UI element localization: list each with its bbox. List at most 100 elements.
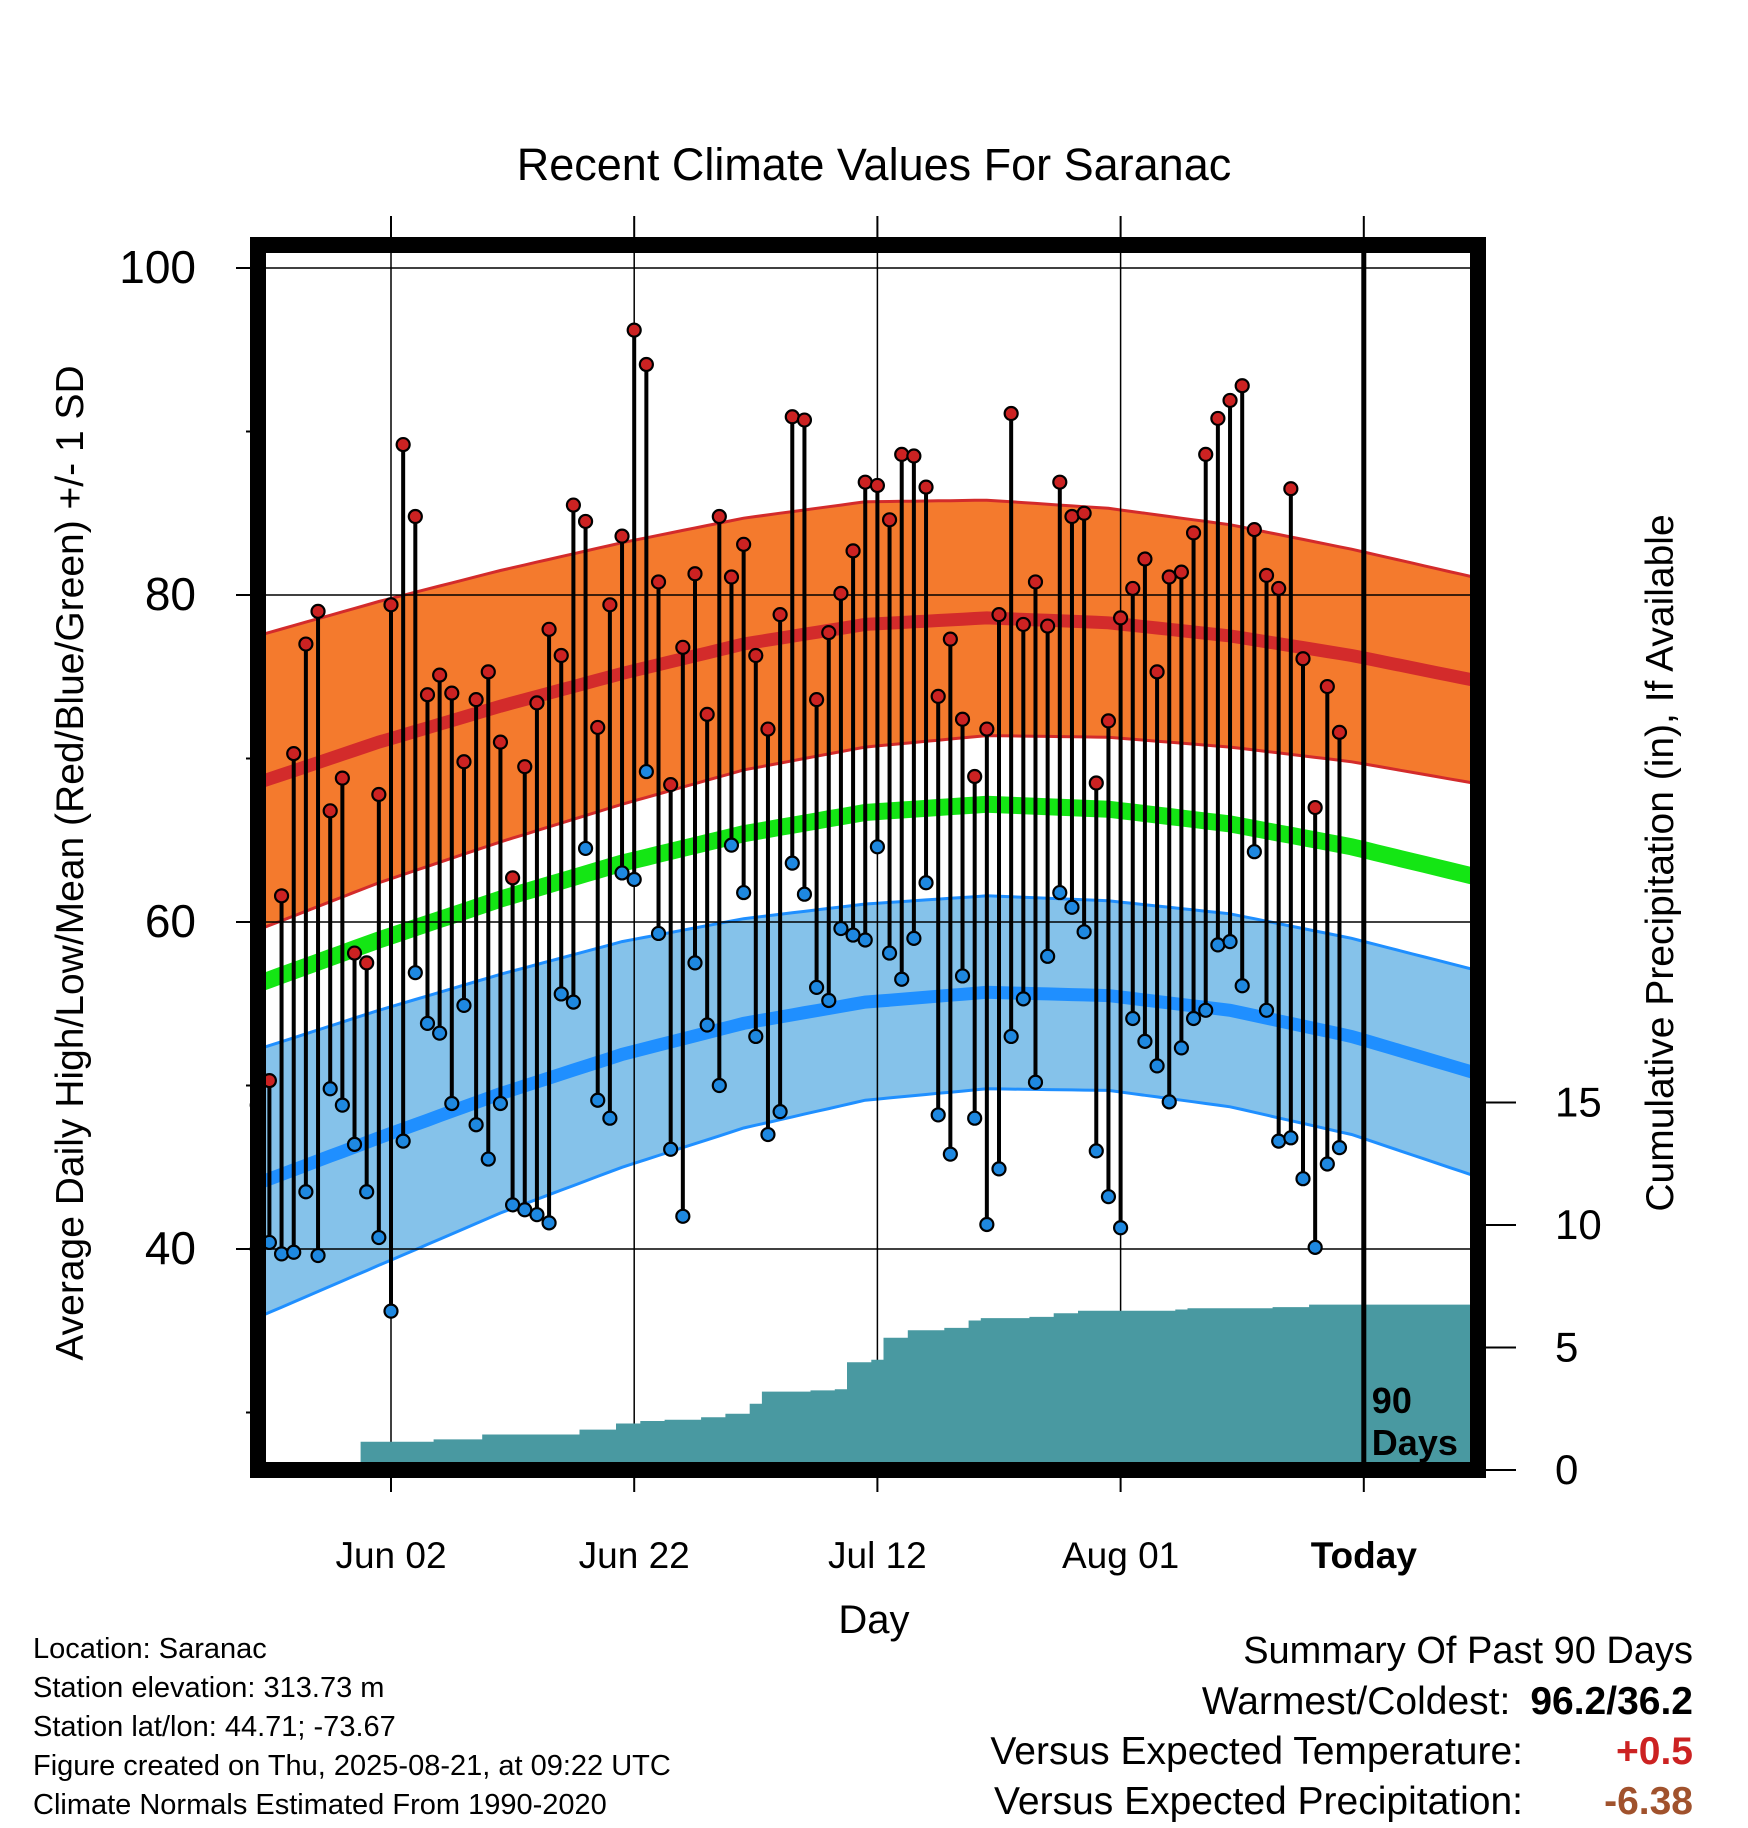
chart-title: Recent Climate Values For Saranac bbox=[517, 139, 1232, 190]
low-point-day-80 bbox=[1222, 934, 1238, 950]
high-point-day-85 bbox=[1283, 481, 1299, 497]
low-point-day-78 bbox=[1198, 1002, 1214, 1018]
high-point-day-5 bbox=[310, 603, 326, 619]
high-point-day-9 bbox=[359, 955, 375, 971]
temp-departure-label: Versus Expected Temperature: bbox=[990, 1730, 1523, 1773]
high-point-day-34 bbox=[663, 777, 679, 793]
low-point-day-70 bbox=[1100, 1189, 1117, 1205]
high-point-day-46 bbox=[808, 692, 825, 708]
low-point-day-54 bbox=[906, 930, 922, 946]
low-point-day-18 bbox=[468, 1117, 484, 1133]
high-point-day-4 bbox=[298, 636, 314, 652]
low-point-day-64 bbox=[1027, 1074, 1044, 1090]
low-point-day-61 bbox=[991, 1161, 1007, 1177]
high-point-day-26 bbox=[565, 497, 582, 513]
low-point-day-42 bbox=[760, 1126, 776, 1143]
low-point-day-36 bbox=[687, 955, 703, 971]
y-tick-label-100: 100 bbox=[119, 241, 196, 293]
low-point-day-5 bbox=[310, 1247, 326, 1264]
high-point-day-87 bbox=[1307, 799, 1323, 816]
high-point-day-57 bbox=[942, 631, 958, 647]
high-point-day-84 bbox=[1271, 580, 1287, 597]
high-point-day-24 bbox=[541, 621, 557, 637]
high-point-day-10 bbox=[371, 786, 387, 803]
low-point-day-2 bbox=[273, 1246, 290, 1262]
high-point-day-38 bbox=[711, 508, 727, 525]
low-point-day-72 bbox=[1125, 1010, 1141, 1027]
low-point-day-7 bbox=[334, 1097, 350, 1113]
low-point-day-86 bbox=[1295, 1171, 1311, 1187]
high-point-day-20 bbox=[492, 734, 509, 750]
high-point-day-30 bbox=[614, 528, 630, 544]
precip-area-group bbox=[258, 1304, 1474, 1470]
high-point-day-86 bbox=[1295, 651, 1311, 667]
low-point-day-63 bbox=[1015, 991, 1031, 1007]
high-point-day-33 bbox=[650, 574, 667, 590]
station-info: Location: Saranac Station elevation: 313… bbox=[33, 1630, 671, 1825]
high-point-day-51 bbox=[869, 477, 886, 494]
low-point-day-77 bbox=[1185, 1010, 1202, 1027]
high-point-day-32 bbox=[638, 356, 654, 373]
low-point-day-66 bbox=[1052, 884, 1068, 901]
x-tick-label-jul-12: Jul 12 bbox=[828, 1535, 927, 1576]
axes-group: 40 60 80 100 0 5 10 15 Jun 02 Jun 22 Jul 12 Aug 01 T… bbox=[119, 216, 1602, 1576]
normal-low-lower-edge bbox=[258, 1087, 1474, 1319]
low-point-day-79 bbox=[1210, 937, 1226, 953]
low-point-day-48 bbox=[833, 920, 849, 937]
high-point-day-29 bbox=[602, 597, 618, 613]
low-point-day-4 bbox=[298, 1184, 314, 1200]
high-point-day-56 bbox=[930, 688, 946, 704]
high-point-day-64 bbox=[1027, 574, 1044, 590]
low-point-day-34 bbox=[663, 1141, 679, 1157]
high-point-day-37 bbox=[699, 706, 715, 722]
low-point-day-39 bbox=[723, 837, 740, 853]
high-point-day-70 bbox=[1100, 713, 1117, 729]
x-tick-label-jun-22: Jun 22 bbox=[579, 1535, 690, 1576]
low-point-day-88 bbox=[1319, 1156, 1335, 1172]
high-point-day-82 bbox=[1246, 521, 1262, 538]
low-point-day-68 bbox=[1076, 924, 1092, 940]
low-point-day-25 bbox=[553, 986, 569, 1002]
low-point-day-62 bbox=[1003, 1028, 1019, 1045]
temperature-markers bbox=[249, 322, 1348, 1319]
high-point-day-52 bbox=[881, 512, 898, 528]
high-point-day-3 bbox=[286, 745, 302, 762]
low-point-day-6 bbox=[322, 1081, 338, 1097]
warm-cold-label: Warmest/Coldest: bbox=[1201, 1680, 1511, 1723]
high-point-day-7 bbox=[334, 770, 350, 786]
y2-tick-label-5: 5 bbox=[1555, 1324, 1578, 1371]
summary-precip-row: Versus Expected Precipitation: -6.38 bbox=[990, 1777, 1693, 1827]
high-point-day-21 bbox=[504, 870, 521, 886]
precip-area bbox=[258, 1304, 1474, 1470]
low-point-day-49 bbox=[845, 927, 861, 943]
high-point-day-53 bbox=[894, 446, 910, 462]
low-point-day-56 bbox=[930, 1107, 946, 1123]
low-point-day-87 bbox=[1307, 1239, 1323, 1255]
low-point-day-45 bbox=[796, 886, 813, 902]
low-point-day-40 bbox=[736, 884, 752, 901]
high-point-day-27 bbox=[577, 513, 594, 530]
high-point-day-80 bbox=[1222, 392, 1238, 409]
low-point-day-89 bbox=[1331, 1140, 1348, 1156]
low-point-day-37 bbox=[699, 1017, 715, 1033]
low-point-day-3 bbox=[286, 1244, 302, 1260]
x-axis-label: Day bbox=[838, 1598, 909, 1642]
high-point-day-15 bbox=[432, 667, 448, 683]
low-point-day-55 bbox=[918, 875, 934, 891]
high-point-day-60 bbox=[979, 721, 995, 737]
high-point-day-47 bbox=[821, 625, 837, 641]
high-point-day-41 bbox=[748, 647, 764, 664]
temperature-stems bbox=[255, 330, 1342, 1312]
low-point-day-35 bbox=[675, 1208, 691, 1224]
y-tick-label-60: 60 bbox=[145, 895, 196, 947]
high-point-day-48 bbox=[833, 585, 849, 601]
high-point-day-89 bbox=[1331, 724, 1348, 740]
y2-tick-label-0: 0 bbox=[1555, 1446, 1578, 1493]
low-point-day-81 bbox=[1234, 978, 1250, 994]
info-normals: Climate Normals Estimated From 1990-2020 bbox=[33, 1789, 607, 1821]
low-point-day-10 bbox=[371, 1229, 387, 1246]
x-tick-label-aug-01: Aug 01 bbox=[1062, 1535, 1179, 1576]
low-point-day-46 bbox=[808, 979, 825, 996]
low-point-day-11 bbox=[383, 1303, 399, 1319]
